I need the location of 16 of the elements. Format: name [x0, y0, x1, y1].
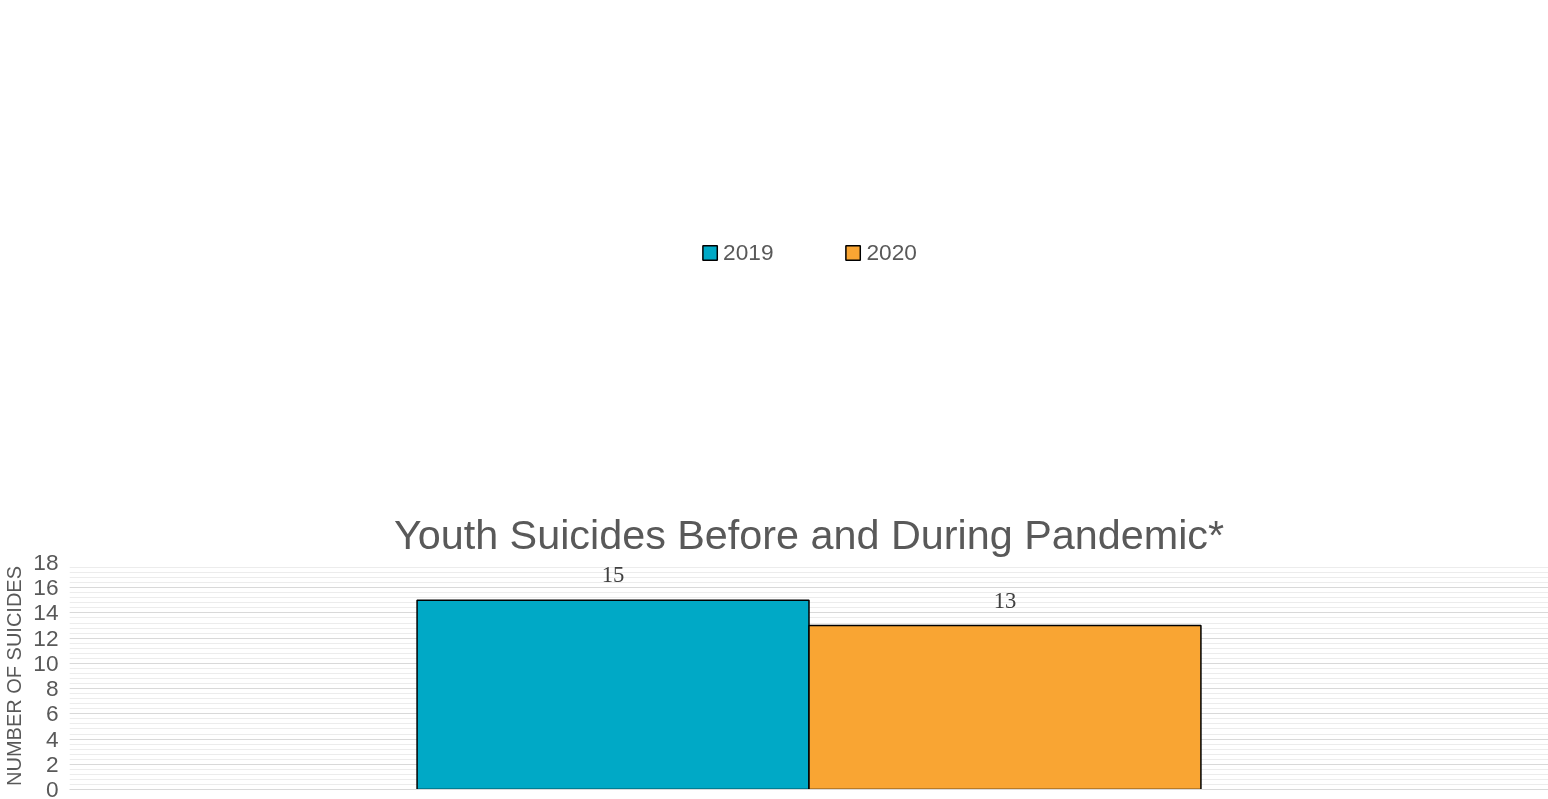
y-tick-label: 4 [45, 725, 59, 752]
y-tick-label: 18 [33, 549, 59, 575]
y-tick-label: 8 [45, 675, 59, 702]
data-label: 15 [601, 562, 625, 588]
chart-title: Youth Suicides Before and During Pandemic* [393, 511, 1225, 558]
y-tick-label: 12 [33, 624, 59, 651]
y-tick-label: 6 [45, 700, 59, 727]
y-tick-label: 16 [33, 574, 59, 601]
y-tick-label: 2 [45, 750, 59, 777]
data-label: 13 [993, 587, 1017, 613]
legend-label: 2020 [866, 238, 917, 266]
y-axis-title: NUMBER OF SUICIDES [3, 565, 26, 787]
y-tick-label: 0 [45, 776, 59, 799]
y-tick-label: 14 [33, 599, 59, 626]
y-tick-label: 10 [33, 649, 59, 676]
legend-label: 2019 [723, 238, 774, 266]
